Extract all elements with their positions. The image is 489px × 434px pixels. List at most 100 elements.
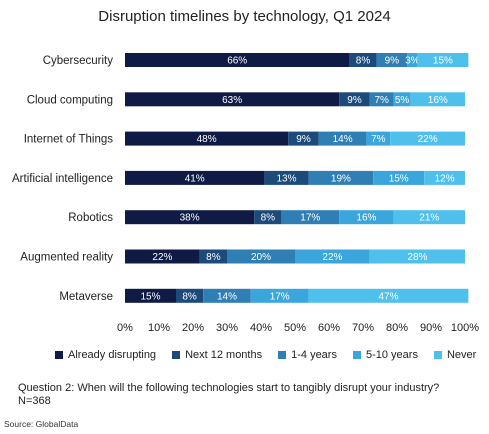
bar-value-label: 22% [322, 252, 342, 263]
bar-value-label: 28% [407, 252, 427, 263]
bar-segment [203, 288, 251, 303]
bar-value-label: 14% [217, 291, 237, 302]
x-tick-label: 30% [216, 322, 238, 334]
bar-value-label: 9% [296, 134, 311, 145]
x-tick-label: 90% [420, 322, 442, 334]
legend: Already disrupting Next 12 months 1-4 year… [55, 349, 477, 361]
bar-segment [281, 210, 340, 225]
legend-item: Next 12 months [172, 349, 262, 361]
bar-segment [125, 210, 255, 225]
x-tick-label: 40% [250, 322, 272, 334]
bar-value-label: 38% [180, 213, 200, 224]
bar-value-label: 17% [300, 213, 320, 224]
bar-value-label: 41% [185, 173, 205, 184]
bar-value-label: 22% [152, 252, 172, 263]
bar-segment [339, 92, 370, 107]
bar-segment [393, 92, 411, 107]
source-note: Source: GlobalData [4, 419, 79, 429]
bar-value-label: 15% [433, 56, 453, 67]
category-label: Artificial intelligence [12, 173, 113, 185]
category-label: Metaverse [59, 291, 113, 303]
legend-swatch [433, 351, 442, 359]
x-tick-label: 0% [117, 322, 133, 334]
bar-segment [176, 288, 204, 303]
bar-segment [366, 131, 391, 146]
bar-segment [125, 92, 340, 107]
bar-value-label: 9% [385, 56, 400, 67]
survey-question: Question 2: When will the following tech… [18, 382, 440, 394]
bar-segment [125, 249, 200, 264]
bar-segment [369, 92, 394, 107]
bar-segment [376, 53, 408, 67]
bar-value-label: 15% [389, 173, 409, 184]
category-label: Cybersecurity [43, 55, 114, 67]
x-tick-label: 80% [386, 322, 408, 334]
bar-value-label: 63% [222, 95, 242, 106]
bar-segment [308, 170, 374, 185]
bar-segment [295, 249, 370, 264]
bar-segment [125, 288, 176, 303]
legend-item: 1-4 years [278, 349, 337, 361]
legend-item: 5-10 years [352, 349, 418, 361]
bar-segment [369, 249, 465, 264]
bar-value-label: 14% [333, 134, 353, 145]
bar-value-label: 7% [371, 134, 386, 145]
bar-value-label: 8% [206, 252, 221, 263]
bar-segment [125, 53, 350, 67]
sample-size: N=368 [18, 395, 51, 407]
bar-segment [250, 288, 309, 303]
legend-label: 1-4 years [291, 349, 337, 361]
bar-value-label: 15% [140, 291, 160, 302]
chart-title: Disruption timelines by technology, Q1 2… [98, 8, 391, 25]
bar-segment [199, 249, 227, 264]
bar-value-label: 48% [197, 134, 217, 145]
bar-value-label: 20% [251, 252, 271, 263]
bar-segment [288, 131, 319, 146]
legend-label: Already disrupting [68, 349, 157, 361]
category-label: Robotics [68, 212, 113, 224]
bar-value-label: 13% [276, 173, 296, 184]
legend-swatch [278, 351, 287, 359]
bar-segment [339, 210, 394, 225]
bar-segment [318, 131, 367, 146]
bar-value-label: 17% [270, 291, 290, 302]
legend-swatch [172, 351, 181, 359]
legend-swatch [352, 351, 361, 359]
bar-value-label: 22% [418, 134, 438, 145]
bar-value-label: 47% [378, 291, 398, 302]
x-tick-label: 10% [148, 322, 170, 334]
bar-value-label: 8% [182, 291, 197, 302]
category-label: Internet of Things [24, 134, 114, 146]
bar-value-label: 7% [374, 95, 389, 106]
legend-label: Never [446, 349, 477, 361]
bar-segment [417, 53, 469, 67]
bar-segment [410, 92, 465, 107]
x-tick-label: 100% [451, 322, 479, 334]
legend-swatch [55, 351, 63, 359]
bar-value-label: 12% [435, 173, 455, 184]
bar-segment [125, 131, 289, 146]
bar-value-label: 8% [261, 213, 276, 224]
x-tick-label: 60% [318, 322, 340, 334]
x-tick-label: 50% [284, 322, 306, 334]
bar-value-label: 16% [356, 213, 376, 224]
bar-value-label: 66% [227, 56, 247, 67]
bar-segment [424, 170, 465, 185]
bar-segment [308, 288, 469, 303]
bar-value-label: 3% [405, 56, 420, 67]
category-label: Augmented reality [20, 252, 113, 264]
legend-label: 5-10 years [365, 349, 418, 361]
bar-segment [349, 53, 377, 67]
category-label: Cloud computing [27, 94, 113, 106]
legend-item: Never [433, 349, 477, 361]
legend-label: Next 12 months [185, 349, 263, 361]
bar-segment [407, 53, 418, 67]
bar-segment [393, 210, 465, 225]
bar-value-label: 5% [395, 95, 410, 106]
bar-segment [227, 249, 295, 264]
bar-value-label: 19% [331, 173, 351, 184]
x-tick-label: 20% [182, 322, 204, 334]
bar-value-label: 9% [347, 95, 362, 106]
x-tick-label: 70% [352, 322, 374, 334]
